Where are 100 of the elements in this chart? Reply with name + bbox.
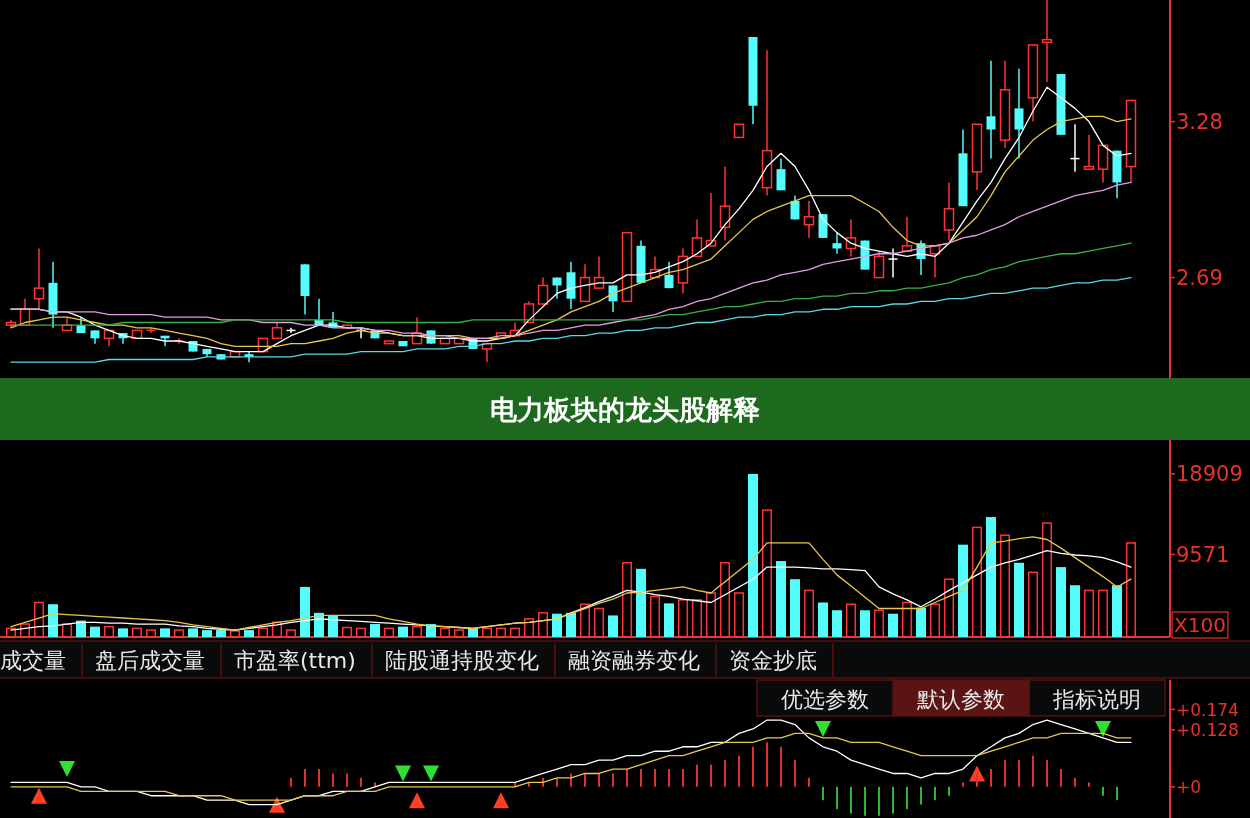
point (815, 720, 831, 737)
bar (384, 627, 394, 638)
bar (48, 604, 58, 637)
bar (202, 630, 212, 637)
candlestick (1097, 144, 1109, 184)
bar (972, 526, 982, 638)
bar (780, 746, 782, 787)
bar (818, 602, 828, 637)
bar (598, 773, 600, 787)
text: 市盈率(ttm) (234, 648, 356, 673)
text: 成交量 (0, 648, 66, 673)
text: 陆股通持股变化 (384, 648, 539, 673)
bar (622, 562, 632, 638)
candlestick (986, 60, 996, 160)
bar (748, 473, 758, 637)
bar (1046, 760, 1048, 787)
point (395, 765, 411, 782)
y-tick-label: +0 (1176, 776, 1202, 797)
bar (696, 764, 698, 787)
bar (118, 628, 128, 637)
point (493, 792, 509, 809)
bar (962, 782, 964, 787)
bar (678, 599, 688, 638)
bar (594, 607, 604, 638)
bar (832, 610, 842, 637)
candlestick (1041, 0, 1053, 83)
bar (1088, 782, 1090, 787)
bar (244, 630, 254, 637)
bar (1074, 777, 1076, 787)
bar (160, 628, 170, 637)
candlestick (537, 276, 549, 305)
bar (626, 769, 628, 787)
line-series (10, 276, 1132, 363)
text: 盘后成交量 (95, 648, 205, 673)
bar (766, 742, 768, 787)
bar (20, 623, 30, 638)
bar (892, 786, 894, 814)
y-tick-label: +0.128 (1176, 719, 1239, 740)
bar (1028, 571, 1038, 638)
bar (776, 561, 786, 637)
bar (794, 760, 796, 787)
candlestick (719, 165, 731, 242)
candlestick (608, 284, 618, 313)
text: 电力板块的龙头股解释 (490, 394, 760, 425)
annotation: 优选参数 (781, 687, 869, 712)
bar (524, 618, 534, 638)
candlestick (887, 247, 899, 279)
bar (370, 624, 380, 637)
bar (90, 626, 100, 637)
bar (360, 777, 362, 787)
bar (958, 544, 968, 637)
bar (1102, 786, 1104, 796)
bar (290, 777, 292, 787)
bar (496, 627, 506, 638)
annotation: 默认参数 (916, 687, 1005, 712)
bar (132, 627, 142, 638)
candlestick (1014, 67, 1024, 160)
bar (934, 786, 936, 801)
bar (654, 769, 656, 787)
bar (440, 627, 450, 638)
bar (1004, 760, 1006, 787)
bar (76, 620, 86, 637)
bar (636, 568, 646, 637)
bar (612, 773, 614, 787)
text: 资金抄底 (728, 648, 817, 673)
bar (34, 601, 44, 638)
bar (454, 629, 464, 638)
bar (608, 615, 618, 637)
bar (682, 769, 684, 787)
bar (664, 603, 674, 637)
bar (878, 786, 880, 816)
bar (650, 595, 660, 638)
bar (538, 612, 548, 638)
y-tick-label: 18909 (1176, 462, 1243, 487)
bar (510, 627, 520, 638)
annotation: 指标说明 (1052, 687, 1141, 712)
bar (808, 777, 810, 787)
bar (916, 607, 926, 637)
bar (580, 603, 590, 638)
y-axis-title: X100 (1174, 613, 1226, 637)
bar (412, 625, 422, 638)
bar (668, 769, 670, 787)
bar (286, 629, 296, 638)
bar (902, 601, 912, 638)
bar (864, 786, 866, 816)
point (59, 761, 75, 778)
bar (104, 625, 114, 638)
bar (482, 627, 492, 638)
bar (976, 773, 978, 787)
bar (836, 786, 838, 810)
bar (258, 627, 268, 638)
bar (1070, 585, 1080, 637)
bar (1042, 522, 1052, 638)
candlestick (33, 247, 45, 311)
bar (990, 769, 992, 787)
bar (1018, 760, 1020, 787)
bar (346, 773, 348, 787)
bar (272, 621, 282, 638)
bar (304, 769, 306, 787)
bar (1032, 755, 1034, 787)
